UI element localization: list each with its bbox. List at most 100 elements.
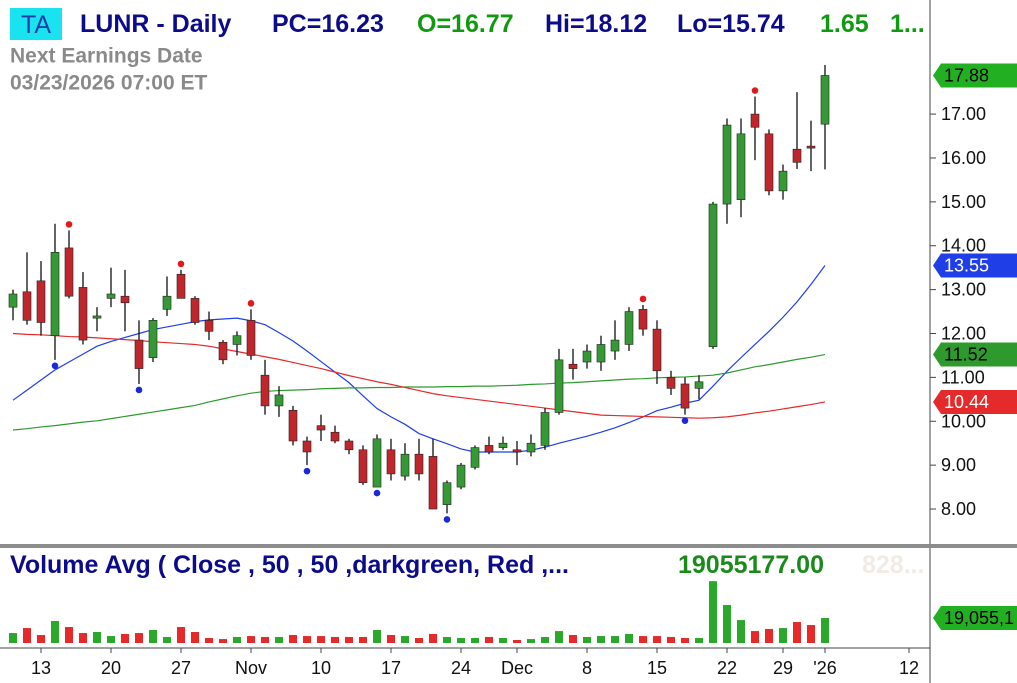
x-tick-label: 12 <box>899 658 919 678</box>
candle-body <box>666 377 676 389</box>
candle-body <box>680 383 690 409</box>
volume-bar <box>681 638 689 643</box>
candle-body <box>92 315 102 319</box>
volume-bar <box>373 630 381 643</box>
candle-body <box>484 445 494 453</box>
candle-body <box>106 293 116 299</box>
candle-body <box>218 341 228 361</box>
volume-bar <box>695 638 703 643</box>
volume-bar <box>779 628 787 643</box>
high-marker <box>751 87 759 94</box>
y-tick-label: 9.00 <box>941 455 976 475</box>
candle-body <box>8 293 18 308</box>
y-tick-label: 8.00 <box>941 499 976 519</box>
x-tick-label: 17 <box>381 658 401 678</box>
candle-body <box>694 381 704 389</box>
candle-body <box>512 449 522 453</box>
candle-body <box>246 320 256 356</box>
candle-body <box>624 311 634 345</box>
candle-body <box>330 431 340 442</box>
volume-bar <box>191 631 199 643</box>
volume-bar <box>345 636 353 643</box>
x-tick-label: 29 <box>773 658 793 678</box>
annotation: Next Earnings Date <box>10 45 203 68</box>
volume-bar <box>23 628 31 643</box>
candle-body <box>190 298 200 323</box>
candle-body <box>778 170 788 192</box>
volume-bar <box>65 627 73 643</box>
candle-body <box>708 203 718 347</box>
candle-body <box>638 309 648 330</box>
quote-item: Hi=18.12 <box>545 10 647 38</box>
moving-average <box>12 265 826 453</box>
candle-body <box>764 133 774 192</box>
volume-bar <box>471 638 479 643</box>
volume-bar <box>653 636 661 643</box>
candle-body <box>820 75 830 125</box>
candle-body <box>806 145 816 149</box>
candle-body <box>386 449 396 475</box>
volume-bar <box>583 636 591 643</box>
candle-body <box>596 344 606 363</box>
volume-readout: 19055177.00 <box>678 551 824 579</box>
candle-body <box>470 447 480 468</box>
badge-box[interactable] <box>10 8 62 40</box>
ma-tag: 13.55 <box>944 255 989 275</box>
volume-bar <box>219 639 227 643</box>
candle-body <box>316 425 326 431</box>
volume-bar <box>359 636 367 643</box>
volume-bar <box>513 639 521 643</box>
quote-item: 1.65 <box>820 10 869 38</box>
badge[interactable]: TA <box>21 11 51 39</box>
quote-item: 1... <box>890 10 925 38</box>
x-tick-label: 22 <box>717 658 737 678</box>
quote-item: PC=16.23 <box>272 10 384 38</box>
volume-bar <box>317 636 325 643</box>
volume-bar <box>163 636 171 643</box>
x-tick-label: 8 <box>582 658 592 678</box>
volume-bar <box>135 633 143 643</box>
x-tick-label: Dec <box>501 658 533 678</box>
candle-body <box>232 335 242 345</box>
candle-body <box>582 350 592 363</box>
volume-bar <box>9 633 17 643</box>
ma-tag-box <box>933 342 1017 367</box>
candle-body <box>456 464 466 488</box>
quote-item: Lo=15.74 <box>677 10 785 38</box>
ma-tag-box <box>933 389 1017 414</box>
volume-bar <box>443 636 451 643</box>
candle-body <box>372 438 382 488</box>
quote-item: O=16.77 <box>417 10 514 38</box>
high-marker <box>639 295 647 303</box>
x-tick-label: 10 <box>311 658 331 678</box>
volume-bar <box>177 627 185 643</box>
candle-body <box>64 247 74 297</box>
volume-bar <box>107 636 115 643</box>
y-tick-label: 17.00 <box>941 104 986 124</box>
candle-body <box>50 252 60 336</box>
volume-bar <box>51 620 59 643</box>
high-marker <box>65 221 73 228</box>
candle-body <box>22 291 32 321</box>
chart-title: LUNR - Daily <box>80 10 232 38</box>
volume-bar <box>457 638 465 643</box>
low-marker <box>303 467 311 475</box>
volume-bar <box>611 636 619 643</box>
volume-bar <box>93 631 101 643</box>
x-tick-label: 13 <box>31 658 51 678</box>
candle-body <box>134 339 144 369</box>
low-marker <box>135 386 143 394</box>
candle-body <box>302 440 312 453</box>
x-tick-label: '26 <box>813 658 836 678</box>
volume-bar <box>625 633 633 643</box>
candle-body <box>288 409 298 442</box>
volume-bar <box>387 635 395 643</box>
moving-average <box>12 353 826 431</box>
candle-body <box>78 287 88 341</box>
candle-body <box>792 148 802 163</box>
candle-body <box>358 449 368 483</box>
candle-body <box>554 359 564 413</box>
volume-bar <box>247 636 255 643</box>
ma-tag: 10.44 <box>944 392 989 412</box>
